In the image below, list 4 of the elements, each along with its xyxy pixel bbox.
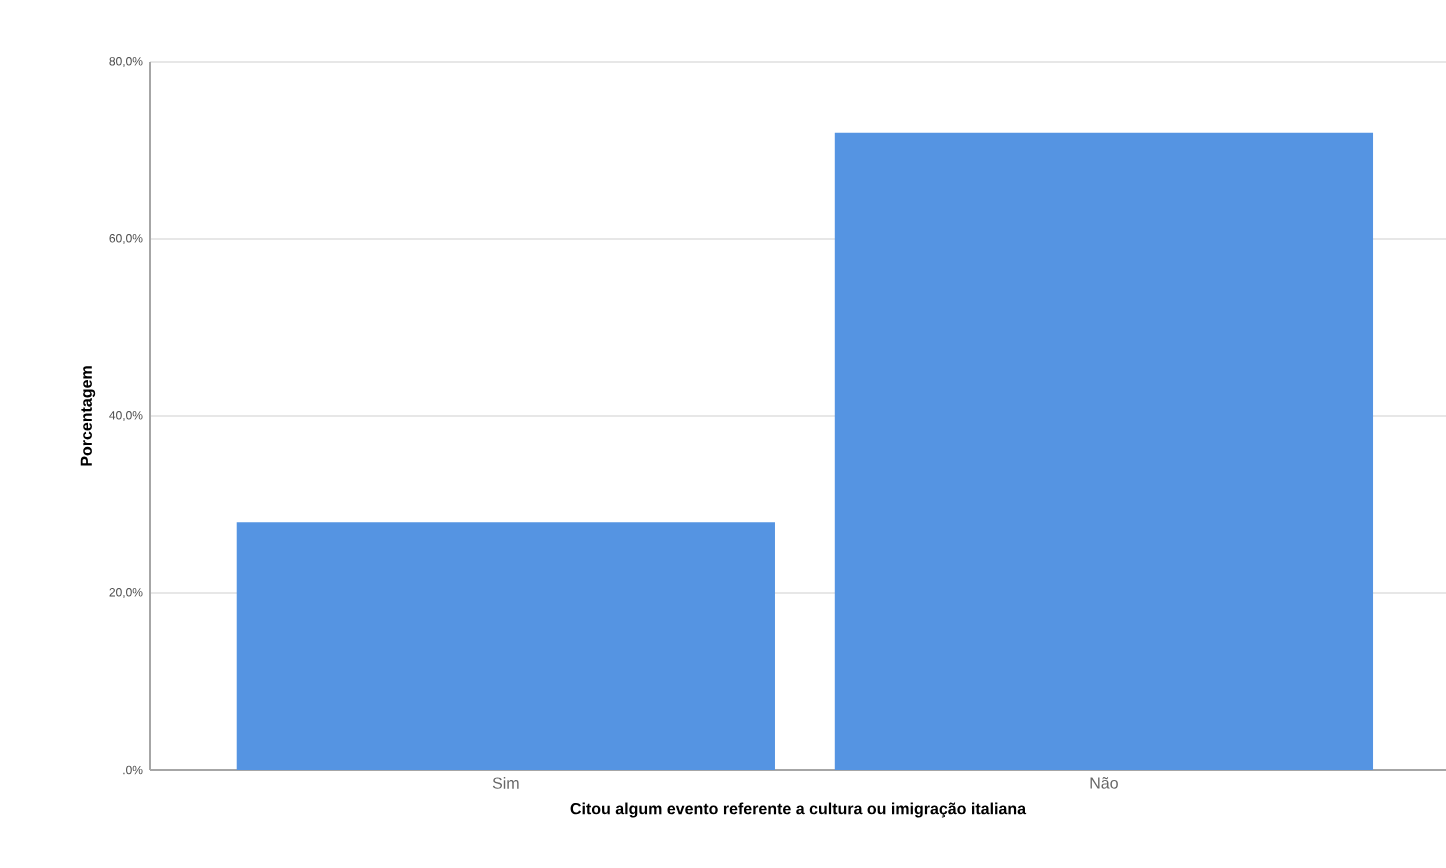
x-tick-label: Sim xyxy=(492,777,519,789)
y-axis-title: Porcentagem xyxy=(80,366,96,466)
x-tick-label: Não xyxy=(1090,777,1118,789)
x-axis-title: Citou algum evento referente a cultura ou imigração italiana xyxy=(570,802,1027,818)
